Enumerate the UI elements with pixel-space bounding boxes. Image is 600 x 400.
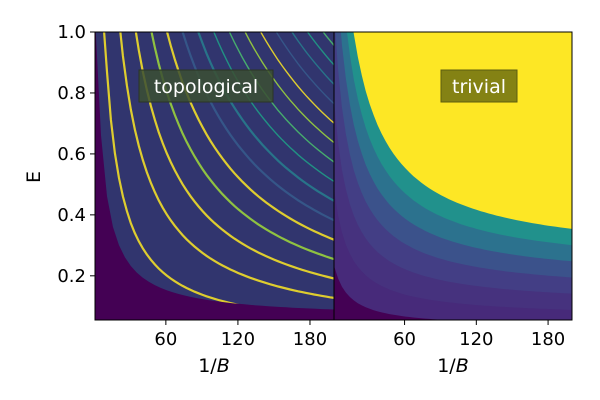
left-x-axis-title-var: B (217, 355, 230, 377)
y-tick-label: 0.8 (57, 83, 86, 104)
left-band-line (165, 32, 334, 241)
x-tick-label: 60 (393, 329, 416, 350)
left-panel-label: topological (154, 76, 258, 98)
y-tick-label: 1.0 (57, 22, 86, 43)
y-tick-label: 0.6 (57, 144, 86, 165)
left-band-line (275, 32, 334, 105)
axes-ticks: 60 120 180 0.2 0.4 0.6 0.8 1.0 60 120 180 (57, 22, 565, 350)
x-tick-label: 60 (154, 329, 177, 350)
right-x-axis-title-var: B (456, 355, 469, 377)
x-tick-label: 120 (459, 329, 493, 350)
y-axis-title: E (23, 171, 45, 183)
left-band-line (150, 32, 334, 261)
left-band-line (134, 32, 334, 280)
right-band-region (334, 32, 572, 320)
left-band-line (213, 32, 334, 182)
left-gap-region (95, 32, 334, 320)
left-label-background (138, 69, 274, 103)
left-panel-label-box: topological (138, 69, 274, 103)
right-band-region (334, 32, 572, 320)
right-axes-frame (333, 31, 573, 321)
x-tick-label: 180 (293, 329, 327, 350)
right-x-axis-title-main: 1/ (437, 355, 456, 377)
left-heatmap-bands (95, 17, 334, 320)
right-panel: trivial (334, 32, 572, 320)
left-band-line (181, 32, 334, 222)
right-heatmap-bands (334, 32, 572, 320)
y-tick-label: 0.4 (57, 205, 86, 226)
left-panel: topological (95, 17, 334, 320)
left-band-line (95, 17, 334, 26)
right-panel-label-box: trivial (440, 69, 518, 103)
left-x-axis-title-main: 1/ (198, 355, 217, 377)
right-label-background (440, 69, 518, 103)
y-tick-label: 0.2 (57, 266, 86, 287)
right-x-axis-title: 1/B (437, 355, 469, 377)
left-band-line (291, 32, 334, 85)
x-tick-label: 120 (221, 329, 255, 350)
right-panel-label: trivial (452, 76, 506, 98)
left-band-line (259, 32, 334, 124)
left-band-line (119, 32, 334, 299)
left-band-line (228, 32, 334, 163)
x-tick-label: 180 (531, 329, 565, 350)
left-band-line (244, 32, 334, 144)
left-x-axis-title: 1/B (198, 355, 230, 377)
